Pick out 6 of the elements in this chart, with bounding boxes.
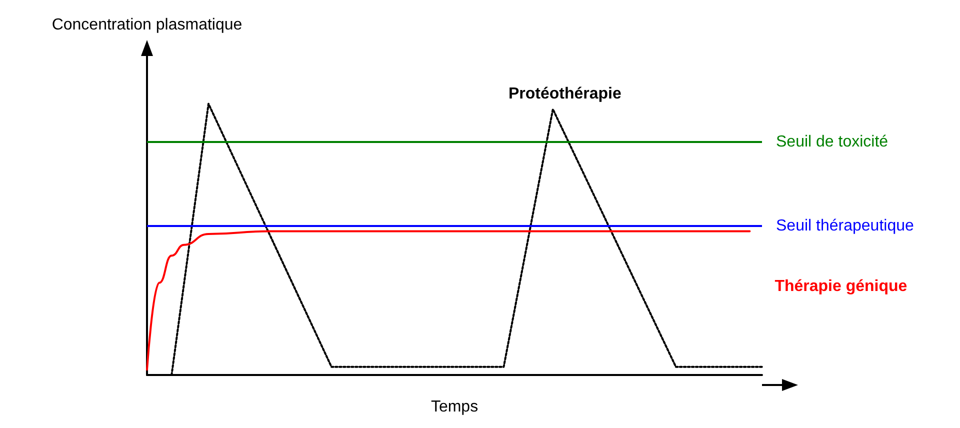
ref-line-label: Seuil de toxicité [776,133,888,150]
x-axis-title: Temps [430,398,478,416]
series-label: Protéothérapie [508,86,622,103]
text: Thérapie génique [774,278,908,295]
y-axis-title: Concentration plasmatique [52,16,242,34]
ref-line-label: Seuil thérapeutique [776,217,914,234]
